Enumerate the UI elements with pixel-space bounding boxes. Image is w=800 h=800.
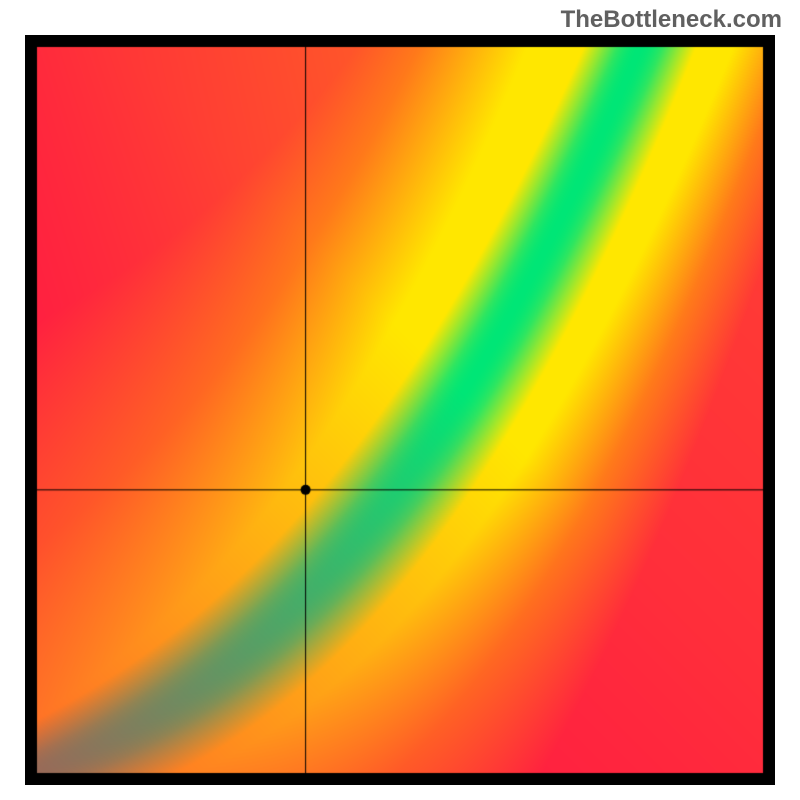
chart-container: TheBottleneck.com: [0, 0, 800, 800]
heatmap-plot: [25, 35, 775, 785]
watermark-text: TheBottleneck.com: [561, 6, 782, 34]
heatmap-canvas: [25, 35, 775, 785]
